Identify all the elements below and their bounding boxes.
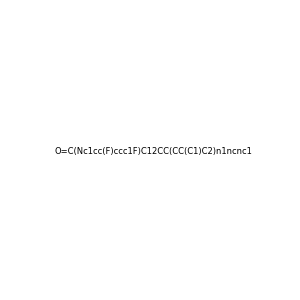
Text: O=C(Nc1cc(F)ccc1F)C12CC(CC(C1)C2)n1ncnc1: O=C(Nc1cc(F)ccc1F)C12CC(CC(C1)C2)n1ncnc1 xyxy=(55,147,253,156)
